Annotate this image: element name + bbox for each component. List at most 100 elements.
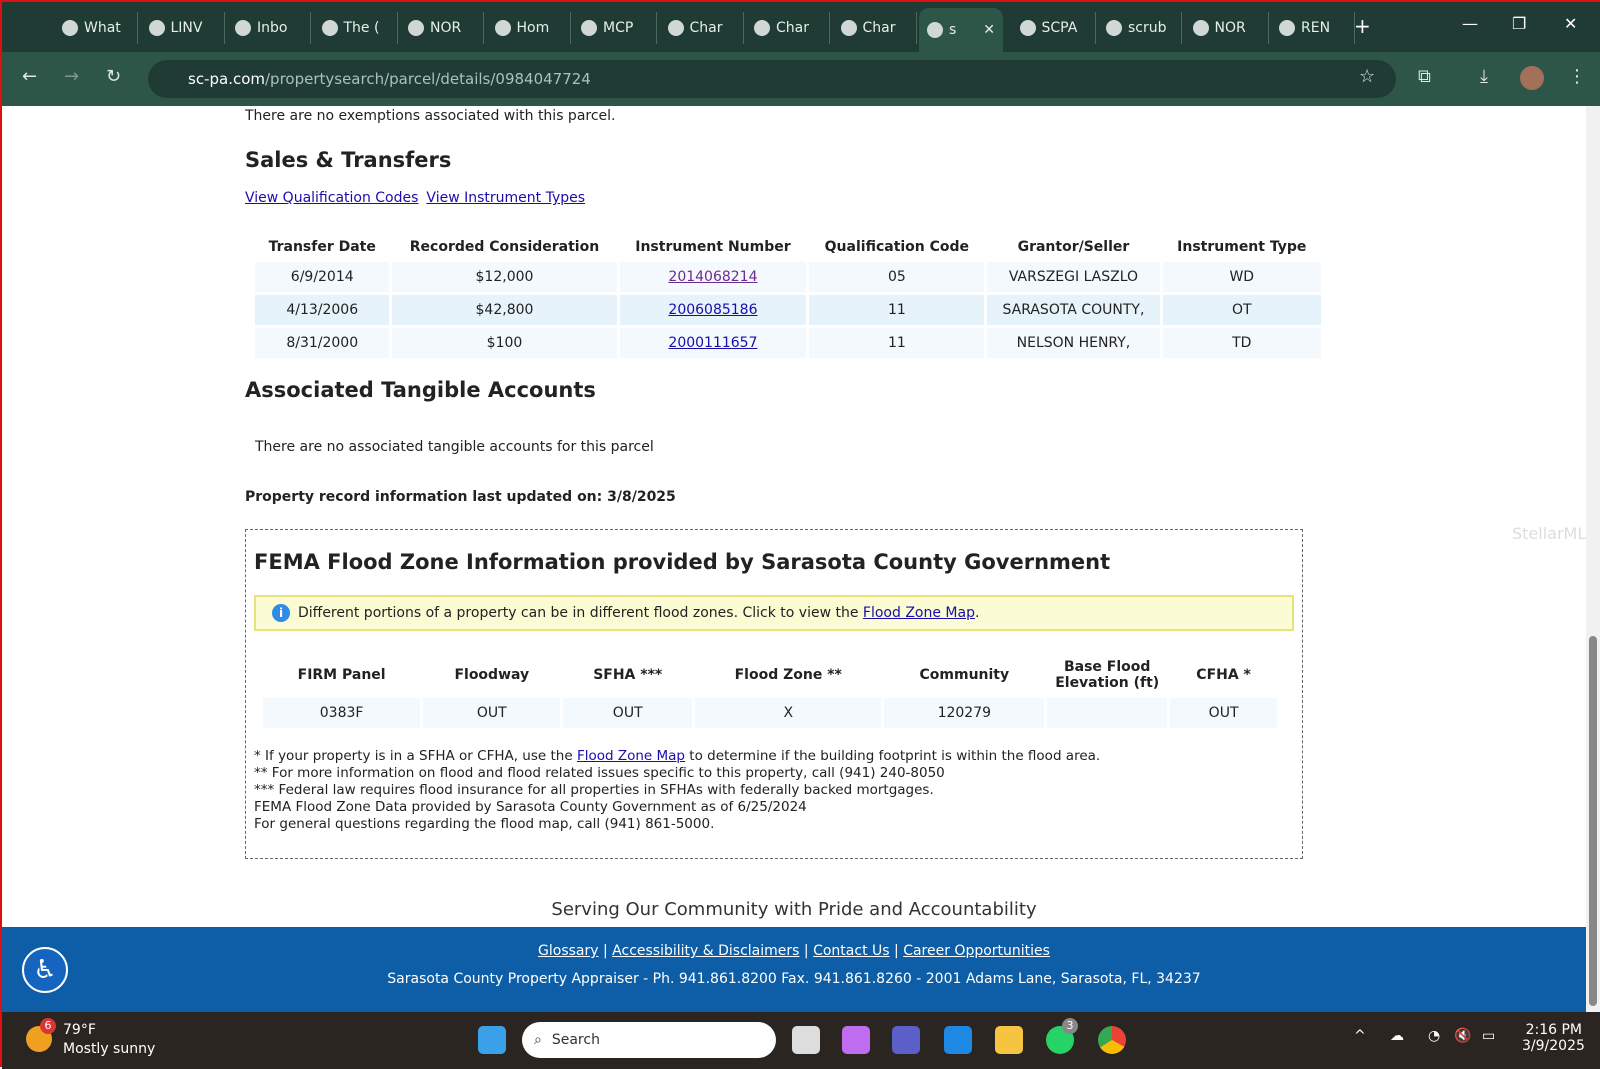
tab-title: scrub	[1128, 20, 1167, 36]
browser-tab[interactable]: LINV	[141, 12, 225, 44]
scrollbar[interactable]	[1586, 106, 1600, 1012]
wifi-icon[interactable]: ◔	[1428, 1028, 1441, 1044]
tangible-text: There are no associated tangible account…	[255, 439, 654, 455]
tab-title: Inbo	[257, 20, 288, 36]
table-row: 4/13/2006 $42,800 2006085186 11 SARASOTA COU…	[255, 295, 1321, 325]
url-host: sc-pa.com	[188, 70, 265, 88]
browser-tab[interactable]: Inbo	[227, 12, 311, 44]
clock[interactable]: 2:16 PM 3/9/2025	[1522, 1022, 1585, 1054]
task-view-icon[interactable]	[792, 1026, 820, 1054]
start-icon[interactable]	[478, 1026, 506, 1054]
tab-favicon-icon	[754, 20, 770, 36]
tab-close-icon[interactable]: ✕	[983, 22, 995, 38]
browser-tab[interactable]: Char	[833, 12, 917, 44]
flood-zone-map-link[interactable]: Flood Zone Map	[862, 605, 975, 621]
browser-tab[interactable]: Char	[746, 12, 830, 44]
copilot-icon[interactable]	[842, 1026, 870, 1054]
taskbar-search[interactable]: ⌕ Search	[522, 1022, 776, 1058]
chrome-icon[interactable]	[1098, 1026, 1126, 1054]
browser-tab[interactable]: NOR	[400, 12, 484, 44]
flood-table: FIRM Panel Floodway SFHA *** Flood Zone ** C…	[260, 652, 1280, 731]
browser-tab[interactable]: MCP	[573, 12, 657, 44]
column-header: Instrument Type	[1177, 239, 1307, 255]
teams-icon[interactable]	[892, 1026, 920, 1054]
flood-cell: OUT	[423, 698, 561, 728]
taskbar: 6 79°F Mostly sunny ⌕ Search 3 ^ ☁ ◔ 🔇 ▭ …	[2, 1012, 1600, 1069]
careers-link[interactable]: Career Opportunities	[903, 943, 1050, 959]
contact-link[interactable]: Contact Us	[813, 943, 890, 959]
view-qualification-codes-link[interactable]: View Qualification Codes	[245, 190, 419, 206]
flood-zone-map-link-2[interactable]: Flood Zone Map	[576, 748, 685, 764]
close-window-button[interactable]: ✕	[1564, 14, 1578, 33]
extensions-icon[interactable]: ⧉	[1418, 66, 1431, 87]
glossary-link[interactable]: Glossary	[538, 943, 599, 959]
footnotes: * If your property is in a SFHA or CFHA,…	[254, 748, 1100, 833]
back-icon[interactable]: ←	[22, 66, 38, 87]
onedrive-icon[interactable]: ☁	[1390, 1028, 1404, 1044]
column-header: Instrument Number	[635, 239, 791, 255]
temperature: 79°F	[63, 1022, 96, 1038]
instrument-number-link[interactable]: 2014068214	[668, 269, 758, 285]
table-row: 8/31/2000 $100 2000111657 11 NELSON HENRY, TD	[255, 328, 1321, 358]
instrument-number-link[interactable]: 2000111657	[668, 335, 758, 351]
table-cell: 2006085186	[619, 295, 807, 325]
browser-tab[interactable]: What	[54, 12, 138, 44]
note-text: Different portions of a property can be …	[298, 605, 863, 621]
exemptions-text: There are no exemptions associated with …	[245, 108, 616, 124]
tab-favicon-icon	[62, 20, 78, 36]
browser-tab[interactable]: The (	[314, 12, 398, 44]
tab-favicon-icon	[840, 20, 857, 36]
tab-title: REN	[1301, 20, 1331, 36]
browser-tab[interactable]: Hom	[487, 12, 571, 44]
table-cell: $42,800	[392, 295, 617, 325]
toolbar: ← → ↻ sc-pa.com/propertysearch/parcel/de…	[2, 52, 1600, 106]
new-tab-button[interactable]: +	[1354, 14, 1371, 38]
column-header: Transfer Date	[268, 239, 376, 255]
bookmark-star-icon[interactable]: ☆	[1359, 66, 1376, 87]
scroll-thumb[interactable]	[1589, 636, 1597, 1006]
table-cell: OT	[1162, 295, 1321, 325]
table-cell: 8/31/2000	[255, 328, 390, 358]
restore-button[interactable]: ❐	[1512, 14, 1527, 33]
menu-icon[interactable]: ⋮	[1568, 66, 1586, 87]
minimize-button[interactable]: —	[1462, 14, 1478, 33]
table-cell: $12,000	[392, 262, 617, 292]
file-explorer-icon[interactable]	[995, 1026, 1023, 1054]
browser-tab[interactable]: Char	[660, 12, 744, 44]
tab-favicon-icon	[235, 20, 251, 36]
download-icon[interactable]: ⤓	[1480, 66, 1488, 87]
reload-icon[interactable]: ↻	[106, 66, 122, 87]
tab-favicon-icon	[1279, 20, 1295, 36]
address-bar[interactable]: sc-pa.com/propertysearch/parcel/details/…	[148, 60, 1396, 98]
accessibility-icon[interactable]: ♿	[22, 947, 68, 993]
flood-column-header: CFHA *	[1196, 667, 1251, 683]
profile-avatar[interactable]	[1520, 66, 1544, 90]
view-instrument-types-link[interactable]: View Instrument Types	[426, 190, 586, 206]
forward-icon[interactable]: →	[64, 66, 80, 87]
tab-favicon-icon	[321, 20, 338, 36]
flood-zone-note: i Different portions of a property can b…	[254, 595, 1294, 631]
browser-tab[interactable]: scrub	[1098, 12, 1182, 44]
tab-favicon-icon	[494, 20, 511, 36]
store-icon[interactable]	[944, 1026, 972, 1054]
accessibility-link[interactable]: Accessibility & Disclaimers	[612, 943, 800, 959]
browser-tab[interactable]: REN	[1271, 12, 1355, 44]
instrument-number-link[interactable]: 2006085186	[668, 302, 758, 318]
tab-favicon-icon	[667, 20, 684, 36]
flood-cell: 120279	[884, 698, 1045, 728]
footnote-1-end: to determine if the building footprint i…	[685, 748, 1101, 764]
flood-cell	[1047, 698, 1168, 728]
browser-tab[interactable]: NOR	[1185, 12, 1269, 44]
sales-heading: Sales & Transfers	[245, 148, 452, 172]
tab-title: Char	[689, 20, 723, 36]
tab-title: s	[949, 22, 957, 38]
browser-tab[interactable]: s ✕	[919, 8, 1003, 52]
date: 3/9/2025	[1522, 1038, 1585, 1054]
volume-muted-icon[interactable]: 🔇	[1454, 1028, 1472, 1044]
table-cell: 05	[809, 262, 985, 292]
browser-tab[interactable]: SCPA	[1012, 12, 1096, 44]
last-updated: Property record information last updated…	[245, 489, 676, 505]
flood-column-header: Base Flood Elevation (ft)	[1055, 659, 1160, 691]
battery-icon[interactable]: ▭	[1482, 1028, 1496, 1044]
tray-chevron-icon[interactable]: ^	[1354, 1028, 1366, 1044]
